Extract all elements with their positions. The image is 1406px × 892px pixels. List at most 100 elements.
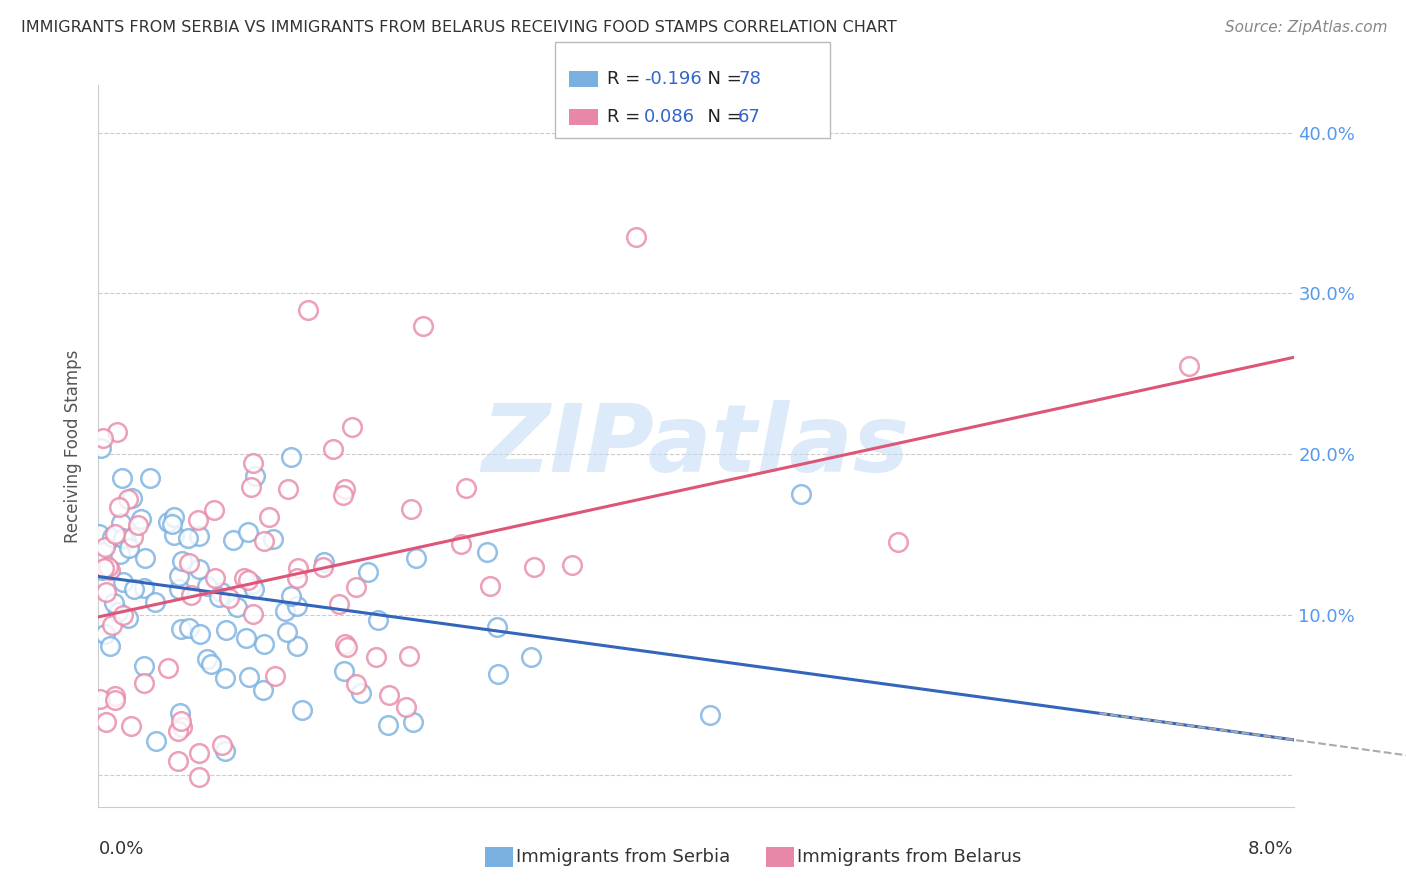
- Point: [274, 604, 297, 618]
- Text: R =: R =: [607, 70, 647, 87]
- Y-axis label: Receiving Food Stamps: Receiving Food Stamps: [65, 350, 83, 542]
- Point: [122, 582, 145, 596]
- Point: [357, 565, 380, 579]
- Point: [886, 535, 908, 549]
- Point: [94, 540, 117, 554]
- Point: [412, 319, 434, 334]
- Point: [291, 703, 314, 717]
- Point: [117, 492, 139, 507]
- Point: [195, 579, 218, 593]
- Point: [280, 450, 302, 464]
- Text: 67: 67: [738, 108, 761, 126]
- Point: [122, 530, 145, 544]
- Point: [110, 547, 132, 561]
- Point: [91, 431, 114, 445]
- Point: [180, 588, 202, 602]
- Point: [561, 558, 583, 573]
- Point: [169, 706, 191, 720]
- Point: [101, 530, 124, 544]
- Point: [117, 611, 139, 625]
- Point: [105, 425, 128, 439]
- Point: [285, 639, 308, 653]
- Point: [94, 626, 117, 640]
- Text: N =: N =: [696, 70, 748, 87]
- Point: [486, 620, 509, 634]
- Point: [112, 531, 135, 545]
- Point: [486, 667, 509, 681]
- Point: [218, 591, 240, 606]
- Point: [333, 664, 356, 678]
- Point: [277, 482, 299, 496]
- Point: [262, 532, 284, 546]
- Point: [89, 692, 111, 706]
- Point: [204, 571, 226, 585]
- Point: [280, 589, 302, 603]
- Point: [104, 527, 127, 541]
- Point: [364, 649, 387, 664]
- Point: [111, 471, 134, 485]
- Point: [626, 230, 648, 244]
- Point: [114, 533, 136, 548]
- Point: [402, 715, 425, 730]
- Point: [187, 513, 209, 527]
- Point: [235, 631, 257, 645]
- Point: [111, 574, 134, 589]
- Point: [395, 699, 418, 714]
- Point: [252, 637, 274, 651]
- Point: [215, 623, 238, 637]
- Bar: [766, 847, 794, 867]
- Point: [195, 651, 218, 665]
- Point: [236, 524, 259, 539]
- Text: Source: ZipAtlas.com: Source: ZipAtlas.com: [1225, 20, 1388, 35]
- Text: -0.196: -0.196: [644, 70, 702, 87]
- Text: Immigrants from Serbia: Immigrants from Serbia: [516, 848, 730, 866]
- Point: [233, 571, 256, 585]
- Text: 0.0%: 0.0%: [98, 839, 143, 858]
- Point: [377, 718, 399, 732]
- Point: [167, 569, 190, 583]
- Point: [118, 541, 141, 556]
- Point: [104, 693, 127, 707]
- Point: [236, 573, 259, 587]
- Point: [336, 640, 359, 654]
- Point: [90, 563, 112, 577]
- Point: [333, 482, 356, 496]
- Point: [172, 720, 194, 734]
- Point: [121, 491, 143, 505]
- Point: [94, 714, 117, 729]
- Point: [167, 754, 190, 768]
- Point: [120, 718, 142, 732]
- Point: [156, 660, 179, 674]
- Point: [475, 545, 498, 559]
- Point: [242, 607, 264, 621]
- Point: [211, 738, 233, 752]
- Point: [93, 561, 115, 575]
- Text: R =: R =: [607, 108, 647, 126]
- Point: [332, 488, 354, 502]
- Point: [243, 469, 266, 483]
- Point: [285, 599, 308, 613]
- Point: [322, 442, 344, 456]
- Point: [187, 562, 209, 576]
- Point: [276, 625, 298, 640]
- Point: [398, 649, 420, 664]
- Point: [287, 561, 309, 575]
- Point: [450, 537, 472, 551]
- Point: [222, 533, 245, 547]
- Point: [789, 487, 811, 501]
- Text: 0.086: 0.086: [644, 108, 695, 126]
- Point: [156, 515, 179, 529]
- Point: [103, 596, 125, 610]
- Point: [523, 559, 546, 574]
- Point: [259, 509, 281, 524]
- Point: [209, 585, 232, 599]
- Point: [132, 581, 155, 595]
- Point: [107, 605, 129, 619]
- Point: [187, 770, 209, 784]
- Point: [170, 623, 193, 637]
- Point: [202, 503, 225, 517]
- Point: [328, 598, 350, 612]
- Point: [111, 608, 134, 623]
- Point: [253, 533, 276, 548]
- Point: [214, 671, 236, 685]
